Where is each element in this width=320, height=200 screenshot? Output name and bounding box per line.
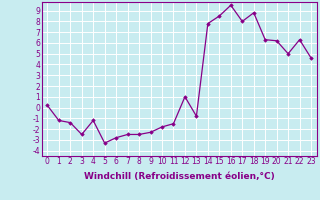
X-axis label: Windchill (Refroidissement éolien,°C): Windchill (Refroidissement éolien,°C): [84, 172, 275, 181]
